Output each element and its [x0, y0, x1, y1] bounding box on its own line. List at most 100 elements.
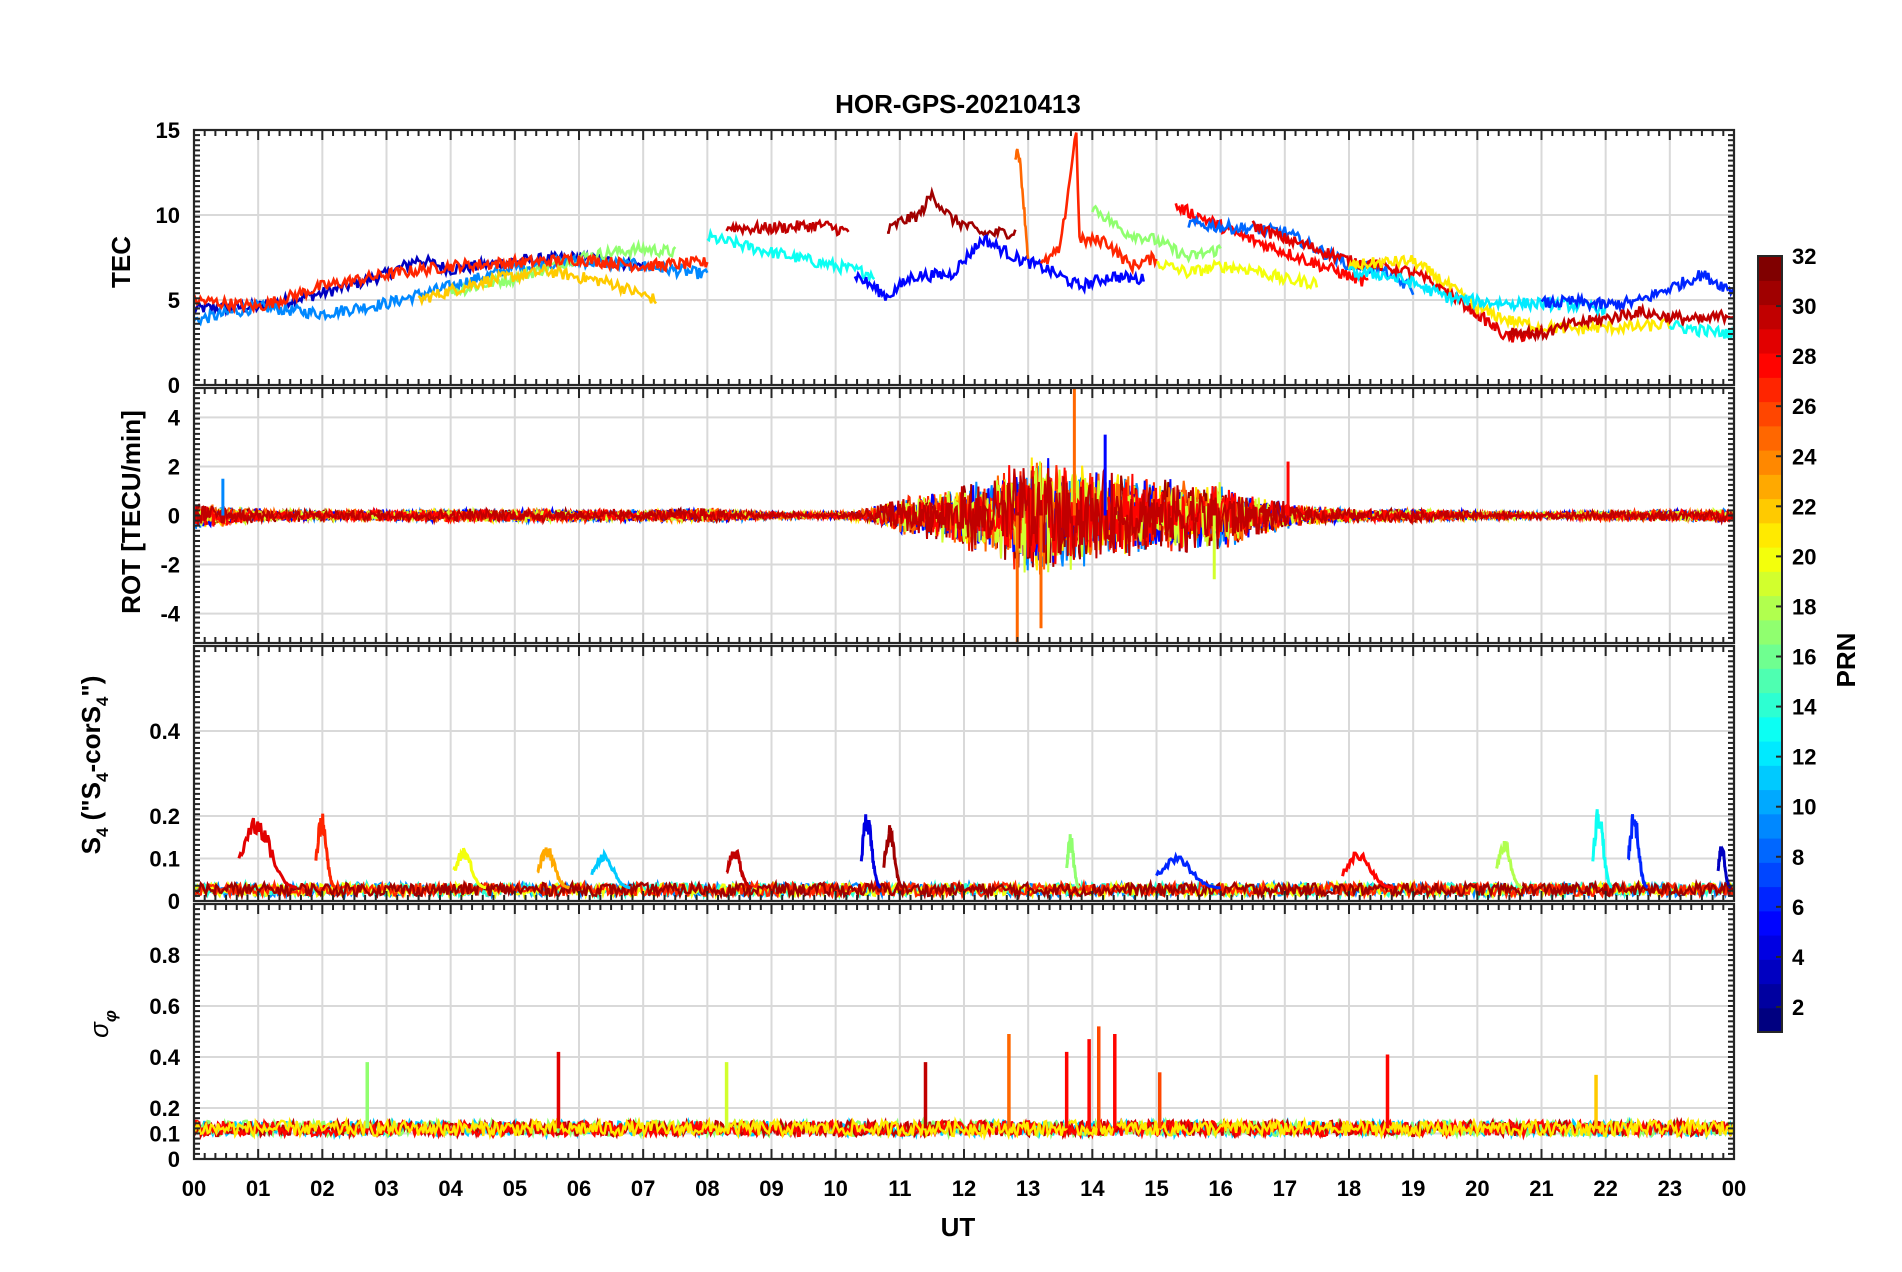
colorbar-tick-label: 4 — [1792, 945, 1805, 970]
sigma-ytick-label: 0.8 — [149, 943, 180, 968]
colorbar-segment — [1758, 304, 1782, 330]
x-tick-label: 13 — [1016, 1176, 1040, 1201]
tec-ylabel: TEC — [106, 236, 136, 288]
rot-ticks — [193, 387, 1735, 644]
x-tick-label: 21 — [1529, 1176, 1553, 1201]
rot-ytick-label: -2 — [160, 553, 180, 578]
colorbar-segment — [1758, 547, 1782, 572]
x-tick-label: 05 — [503, 1176, 527, 1201]
tec-series-prn-31 — [886, 186, 1017, 240]
tec-series-prn-17 — [1091, 204, 1222, 264]
colorbar-segment — [1758, 716, 1782, 742]
x-tick-label: 18 — [1337, 1176, 1361, 1201]
tec-ytick-label: 5 — [168, 288, 180, 313]
colorbar-segment — [1758, 789, 1782, 815]
tec-series-prn-22 — [417, 263, 658, 307]
colorbar-segment — [1758, 935, 1782, 960]
tec-series-prn-21 — [1347, 254, 1672, 338]
colorbar-segment — [1758, 765, 1782, 791]
colorbar-tick-label: 18 — [1792, 594, 1816, 619]
sigma-panel: 00.10.2 0.4 0.6 0.8 — [149, 902, 1736, 1172]
rot-series-prn-30 — [194, 468, 1734, 560]
x-tick-label: 17 — [1273, 1176, 1297, 1201]
colorbar-label: PRN — [1831, 633, 1861, 688]
tec-ytick-label: 0 — [168, 373, 180, 398]
x-tick-label: 02 — [310, 1176, 334, 1201]
s4-event-prn-27 — [314, 813, 336, 889]
s4-ytick-label: 0.4 — [149, 719, 180, 744]
x-tick-label: 14 — [1080, 1176, 1105, 1201]
colorbar-segment — [1758, 668, 1782, 694]
rot-ytick-label: -4 — [160, 602, 180, 627]
colorbar-segment — [1758, 571, 1782, 597]
colorbar-tick-label: 10 — [1792, 795, 1816, 820]
colorbar-tick-label: 14 — [1792, 695, 1817, 720]
x-tick-label: 10 — [823, 1176, 847, 1201]
x-tick-label: 06 — [567, 1176, 591, 1201]
x-tick-label: 01 — [246, 1176, 270, 1201]
colorbar-tick-label: 22 — [1792, 494, 1816, 519]
colorbar-segment — [1758, 256, 1782, 281]
colorbar-tick-label: 24 — [1792, 444, 1817, 469]
tec-series-prn-27 — [194, 251, 709, 315]
x-axis-label: UT — [941, 1212, 976, 1242]
axes-frame — [192, 386, 1736, 645]
s4-event-prn-13 — [1591, 809, 1613, 889]
colorbar-tick-label: 16 — [1792, 645, 1816, 670]
tec-series-prn-28 — [1174, 203, 1369, 287]
s4-event-prn-6 — [1627, 814, 1649, 889]
y-axis-labels: TEC ROT [TECU/min] S4 ("S4-corS4") σφ — [76, 236, 146, 1038]
tec-series-prn-6 — [1540, 269, 1734, 313]
s4-event-prn-4 — [859, 814, 882, 889]
colorbar-segment — [1758, 959, 1782, 985]
colorbar-segment — [1758, 813, 1782, 839]
tec-ytick-label: 10 — [156, 203, 180, 228]
colorbar-segment — [1758, 595, 1782, 621]
sigma-ytick-label: 0.4 — [149, 1045, 180, 1070]
x-tick-label: 07 — [631, 1176, 655, 1201]
s4-ytick-label: 0 — [168, 889, 180, 914]
x-tick-label: 03 — [374, 1176, 398, 1201]
s4-ytick-label: 0.1 — [149, 847, 180, 872]
axes-frame — [192, 644, 1736, 903]
x-tick-label: 09 — [759, 1176, 783, 1201]
s4-event-prn-11 — [590, 848, 631, 890]
colorbar-segment — [1758, 619, 1782, 645]
colorbar-tick-label: 8 — [1792, 845, 1804, 870]
sigma-data — [194, 1026, 1734, 1141]
colorbar-segment — [1758, 280, 1782, 306]
x-tick-label: 15 — [1144, 1176, 1168, 1201]
rot-ytick-label: 0 — [168, 504, 180, 529]
colorbar-segment — [1758, 862, 1782, 888]
sigma-ylabel: σφ — [84, 1010, 120, 1038]
colorbar-segment — [1758, 522, 1782, 548]
colorbar-segment — [1758, 377, 1782, 403]
tec-series-prn-30 — [725, 218, 850, 237]
x-tick-label: 08 — [695, 1176, 719, 1201]
rot-ytick-label: 2 — [168, 454, 180, 479]
colorbar-segment — [1758, 474, 1782, 500]
rot-ylabel: ROT [TECU/min] — [116, 410, 146, 614]
x-tick-label: 12 — [952, 1176, 976, 1201]
x-tick-label: 22 — [1593, 1176, 1617, 1201]
tec-ytick-label: 15 — [156, 118, 180, 143]
s4-ylabel: S4 ("S4-corS4") — [76, 676, 112, 855]
axes-frame — [192, 902, 1736, 1161]
x-tick-label: 11 — [888, 1176, 911, 1201]
s4-ytick-label: 0.2 — [149, 804, 180, 829]
axes-frame — [192, 128, 1736, 387]
s4-event-prn-18 — [1495, 840, 1523, 890]
x-tick-label: 23 — [1658, 1176, 1682, 1201]
tec-series-prn-13 — [1668, 319, 1734, 340]
colorbar-segment — [1758, 983, 1782, 1009]
colorbar-segment — [1758, 353, 1782, 378]
s4-event-prn-29 — [237, 817, 298, 890]
s4-event-prn-20 — [452, 847, 487, 890]
colorbar-segment — [1758, 328, 1782, 354]
x-tick-label: 00 — [1722, 1176, 1746, 1201]
colorbar-segment — [1758, 910, 1782, 936]
tec-series-prn-25 — [1014, 148, 1030, 259]
tec-data — [194, 132, 1734, 343]
